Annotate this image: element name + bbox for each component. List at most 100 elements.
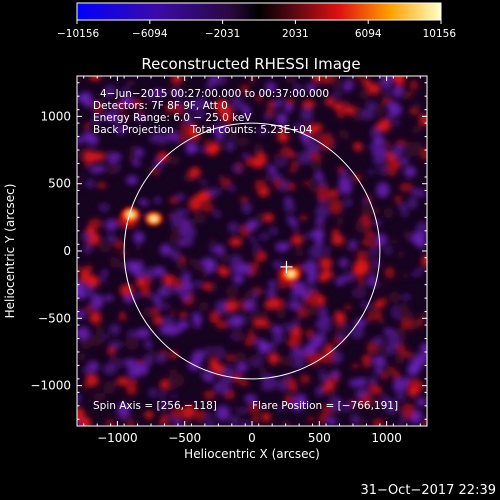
texture-blob	[287, 340, 295, 347]
texture-blob	[355, 76, 365, 80]
texture-blob	[273, 326, 283, 333]
texture-blob	[383, 88, 392, 95]
texture-blob	[392, 341, 400, 349]
texture-blob	[203, 390, 216, 400]
texture-blob	[187, 99, 201, 113]
texture-blob	[356, 250, 369, 260]
texture-blob	[276, 97, 285, 106]
texture-blob	[246, 220, 257, 232]
texture-blob	[214, 100, 226, 113]
texture-blob	[320, 134, 335, 151]
texture-blob	[160, 324, 172, 335]
texture-blob	[145, 91, 153, 100]
texture-blob	[320, 351, 335, 364]
texture-blob	[77, 352, 86, 361]
texture-blob	[343, 105, 355, 115]
texture-blob	[244, 338, 254, 347]
texture-blob	[188, 196, 202, 212]
texture-blob	[228, 129, 239, 139]
texture-blob	[334, 312, 346, 325]
texture-blob	[265, 82, 277, 93]
texture-blob	[376, 281, 385, 288]
texture-blob	[287, 182, 296, 191]
texture-blob	[116, 126, 126, 135]
texture-blob	[326, 96, 334, 106]
texture-blob	[290, 349, 299, 359]
texture-blob	[318, 273, 329, 283]
texture-blob	[269, 288, 278, 294]
texture-blob	[389, 291, 401, 303]
texture-blob	[356, 377, 368, 387]
texture-blob	[349, 239, 357, 249]
texture-blob	[235, 362, 249, 373]
texture-blob	[220, 186, 228, 191]
texture-blob	[293, 318, 300, 326]
texture-blob	[228, 221, 239, 234]
texture-blob	[397, 250, 405, 258]
texture-blob	[213, 386, 222, 393]
texture-blob	[193, 213, 207, 224]
texture-blob	[336, 166, 346, 173]
texture-blob	[121, 114, 128, 120]
texture-blob	[136, 278, 145, 287]
texture-blob	[177, 208, 185, 215]
x-tick-label: −1000	[97, 431, 138, 445]
texture-blob	[342, 407, 350, 413]
texture-blob	[370, 126, 381, 139]
texture-blob	[88, 140, 96, 147]
texture-blob	[95, 337, 106, 344]
texture-blob	[396, 303, 410, 318]
texture-blob	[407, 91, 414, 97]
texture-blob	[409, 79, 419, 91]
texture-blob	[135, 113, 145, 123]
texture-blob	[285, 378, 297, 387]
texture-blob	[231, 164, 243, 173]
texture-blob	[133, 231, 145, 244]
texture-blob	[148, 351, 155, 356]
texture-blob	[194, 417, 205, 425]
texture-blob	[250, 249, 262, 258]
texture-blob	[387, 403, 399, 412]
texture-blob	[354, 219, 368, 233]
timestamp: 31−Oct−2017 22:39	[361, 483, 496, 498]
texture-blob	[167, 155, 181, 166]
texture-blob	[153, 296, 162, 306]
colorbar-tick-label: 6094	[355, 28, 382, 40]
texture-blob	[402, 293, 411, 301]
texture-blob	[259, 232, 269, 241]
texture-blob	[354, 318, 366, 329]
texture-blob	[345, 401, 354, 409]
texture-blob	[310, 151, 321, 160]
texture-blob	[352, 264, 363, 276]
flare-position-label: Flare Position = [−766,191]	[252, 400, 398, 412]
texture-blob	[388, 366, 396, 373]
colorbar	[76, 2, 442, 21]
info-line-time: 4−Jun−2015 00:27:00.000 to 00:37:00.000	[100, 88, 329, 100]
texture-blob	[169, 369, 177, 375]
source-peak	[150, 216, 157, 222]
texture-blob	[123, 358, 137, 368]
texture-blob	[336, 333, 347, 341]
texture-blob	[380, 76, 393, 88]
texture-blob	[215, 320, 229, 330]
texture-blob	[153, 168, 160, 175]
texture-blob	[299, 374, 311, 384]
texture-blob	[368, 142, 380, 151]
texture-blob	[305, 232, 314, 240]
texture-blob	[276, 307, 286, 320]
texture-blob	[302, 137, 310, 144]
texture-blob	[243, 111, 252, 117]
texture-blob	[77, 136, 85, 144]
info-line-method: Back Projection Total counts: 5.23E+04	[93, 124, 313, 136]
texture-blob	[196, 113, 205, 119]
texture-blob	[276, 112, 288, 126]
texture-blob	[166, 374, 180, 390]
texture-blob	[393, 144, 405, 155]
texture-blob	[368, 376, 378, 385]
texture-blob	[203, 140, 212, 147]
texture-blob	[241, 202, 253, 214]
texture-blob	[120, 250, 127, 256]
texture-blob	[142, 288, 150, 296]
texture-blob	[422, 419, 427, 426]
texture-blob	[372, 418, 385, 426]
